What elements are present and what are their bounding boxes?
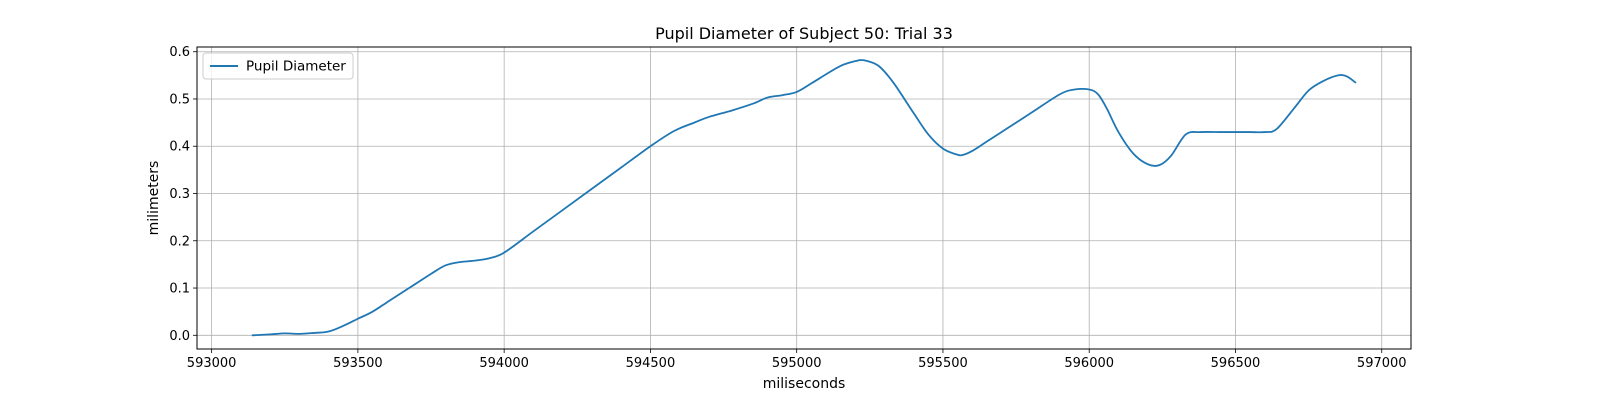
x-axis-label: miliseconds — [763, 376, 846, 392]
y-tick-label: 0.2 — [169, 234, 190, 249]
x-tick-label: 594500 — [626, 356, 676, 371]
series-line-pupil-diameter — [251, 59, 1357, 337]
y-tick-label: 0.3 — [169, 187, 190, 202]
chart-title: Pupil Diameter of Subject 50: Trial 33 — [655, 24, 953, 43]
legend-box — [202, 52, 354, 80]
legend: Pupil Diameter — [202, 52, 354, 80]
plot-frame — [196, 46, 1412, 350]
series-layer — [251, 59, 1357, 337]
y-axis-ticks: 0.0 0.1 0.2 0.3 0.4 0.5 0.6 — [169, 45, 197, 344]
x-tick-label: 595500 — [918, 356, 968, 371]
y-tick-label: 0.1 — [169, 282, 190, 297]
x-tick-label: 593500 — [333, 356, 383, 371]
x-tick-label: 594000 — [479, 356, 529, 371]
y-axis-label: milimeters — [146, 161, 162, 236]
y-tick-label: 0.6 — [169, 45, 190, 60]
y-tick-label: 0.5 — [169, 92, 190, 107]
x-axis-ticks: 593000 593500 594000 594500 595000 595500 5960… — [187, 349, 1407, 371]
x-tick-label: 597000 — [1357, 356, 1407, 371]
x-tick-label: 595000 — [772, 356, 822, 371]
x-tick-label: 596000 — [1064, 356, 1114, 371]
y-tick-label: 0.4 — [169, 140, 190, 155]
x-tick-label: 593000 — [187, 356, 237, 371]
grid-lines — [197, 47, 1411, 349]
x-tick-label: 596500 — [1211, 356, 1261, 371]
y-tick-label: 0.0 — [169, 329, 190, 344]
legend-label: Pupil Diameter — [246, 59, 346, 75]
